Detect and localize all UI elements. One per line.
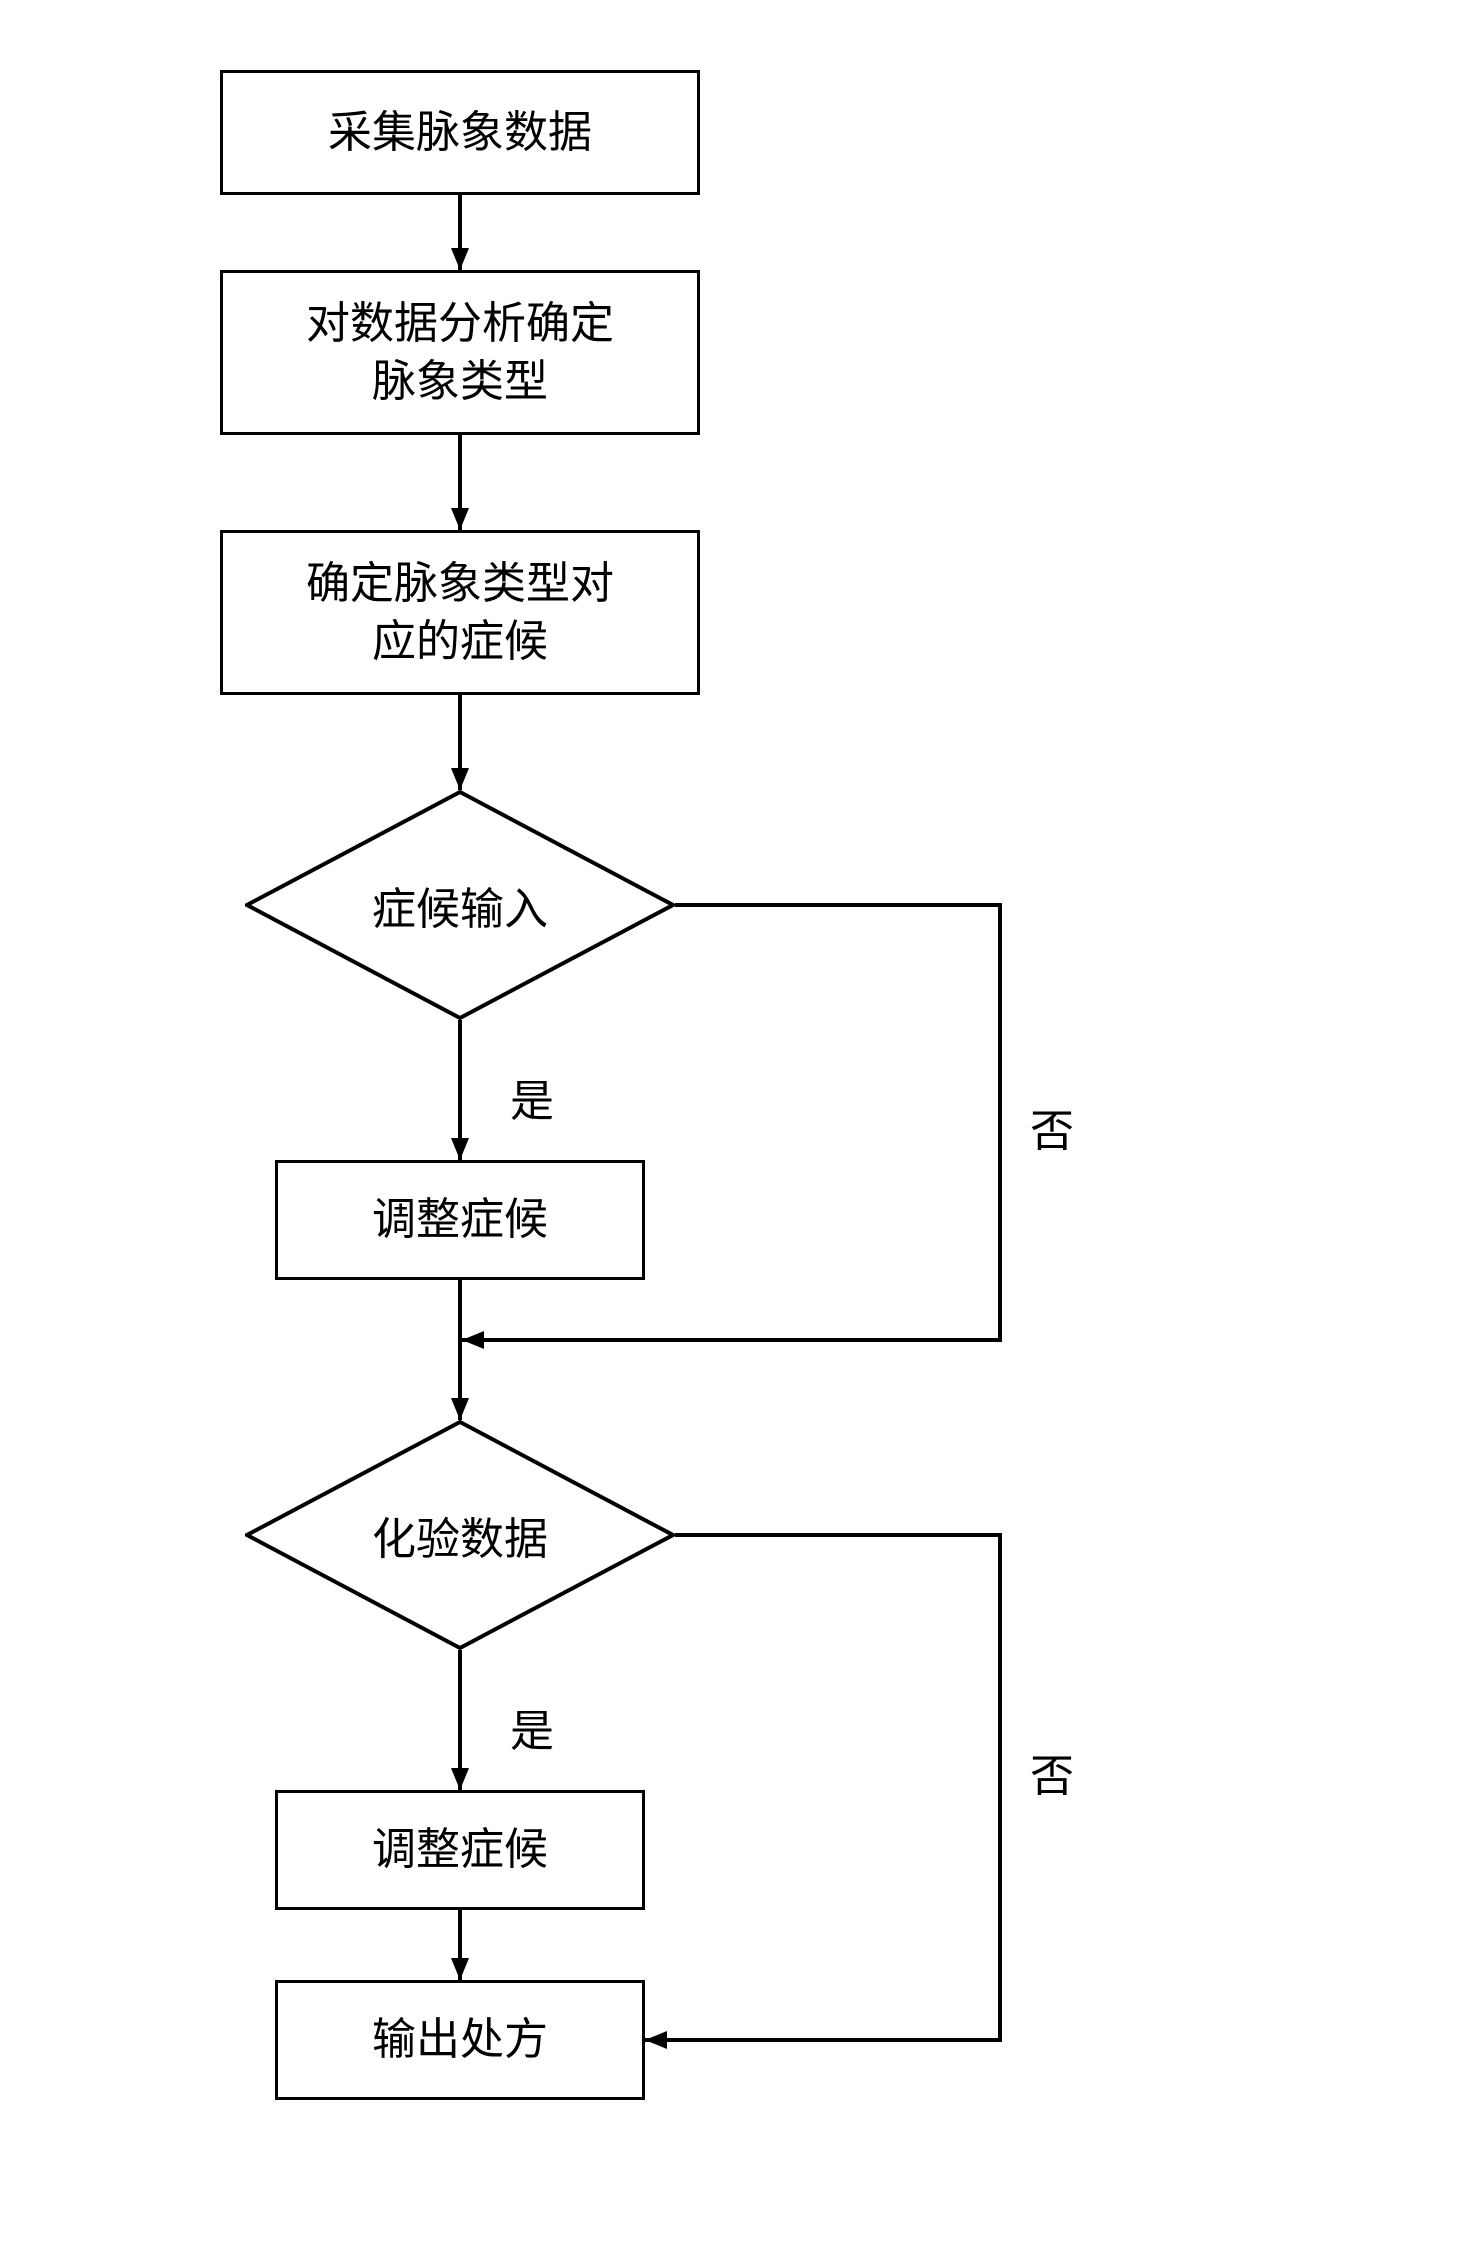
node-n4: 调整症候 (275, 1160, 645, 1280)
edge-label-4: 否 (1030, 1095, 1074, 1159)
node-n3: 确定脉象类型对 应的症候 (220, 530, 700, 695)
node-label: 确定脉象类型对 应的症候 (306, 555, 614, 669)
edge-7 (645, 1535, 1000, 2040)
node-label: 调整症候 (372, 1191, 548, 1248)
edge-label-6: 是 (510, 1695, 554, 1759)
node-d2: 化验数据 (245, 1420, 675, 1650)
node-label: 症候输入 (372, 873, 548, 937)
node-label: 采集脉象数据 (328, 104, 592, 161)
node-label: 调整症候 (372, 1821, 548, 1878)
node-label: 化验数据 (372, 1503, 548, 1567)
node-n2: 对数据分析确定 脉象类型 (220, 270, 700, 435)
edge-label-3: 是 (510, 1065, 554, 1129)
flowchart-canvas: 采集脉象数据对数据分析确定 脉象类型确定脉象类型对 应的症候症候输入调整症候化验… (0, 0, 1464, 2244)
node-label: 对数据分析确定 脉象类型 (306, 295, 614, 409)
node-n1: 采集脉象数据 (220, 70, 700, 195)
edge-label-7: 否 (1030, 1740, 1074, 1804)
node-n5: 调整症候 (275, 1790, 645, 1910)
node-label: 输出处方 (372, 2011, 548, 2068)
node-n6: 输出处方 (275, 1980, 645, 2100)
node-d1: 症候输入 (245, 790, 675, 1020)
